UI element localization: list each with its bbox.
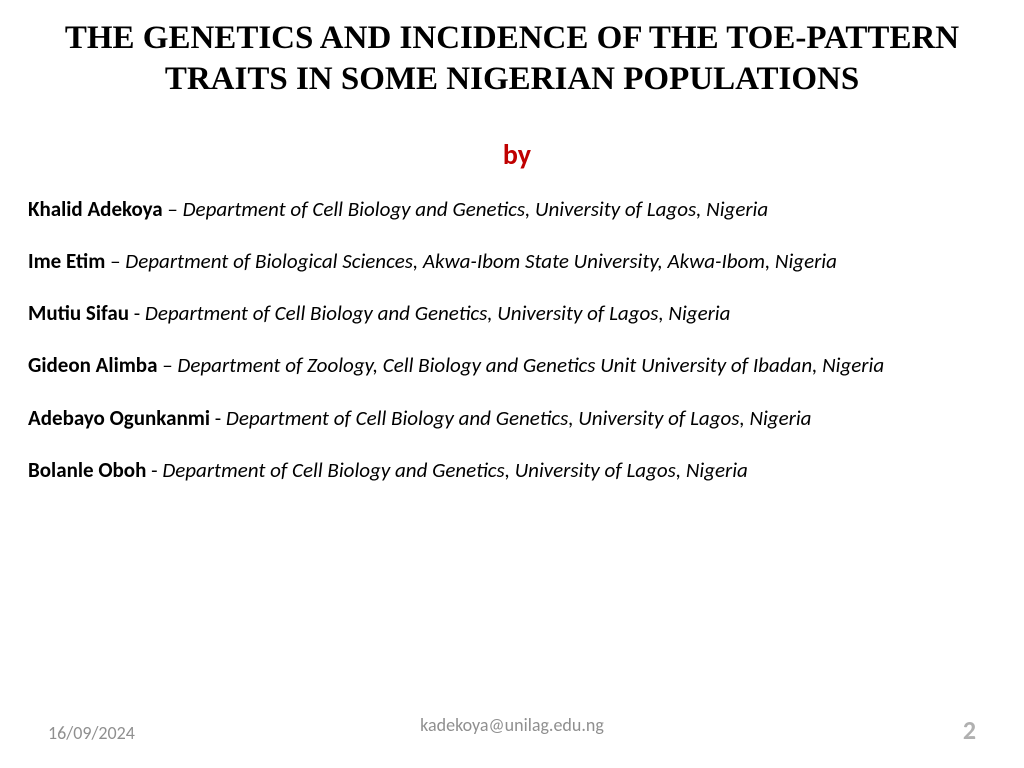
author-name: Mutiu Sifau [28,300,129,326]
author-affiliation: Department of Biological Sciences, Akwa-… [125,248,837,274]
footer-date: 16/09/2024 [48,722,135,744]
author-sep: - [210,405,226,431]
authors-list: Khalid Adekoya – Department of Cell Biol… [0,196,1024,484]
author-affiliation: Department of Cell Biology and Genetics,… [145,300,731,326]
author-sep: – [157,352,177,378]
author-entry: Khalid Adekoya – Department of Cell Biol… [28,196,996,222]
author-sep: - [146,457,162,483]
author-name: Adebayo Ogunkanmi [28,405,210,431]
author-entry: Mutiu Sifau - Department of Cell Biology… [28,300,996,326]
author-name: Gideon Alimba [28,352,157,378]
author-sep: – [163,196,183,222]
author-name: Bolanle Oboh [28,457,146,483]
author-affiliation: Department of Zoology, Cell Biology and … [177,352,884,378]
byline-label: by [0,137,1024,172]
author-affiliation: Department of Cell Biology and Genetics,… [226,405,812,431]
author-entry: Bolanle Oboh - Department of Cell Biolog… [28,457,996,483]
author-name: Ime Etim [28,248,105,274]
author-affiliation: Department of Cell Biology and Genetics,… [183,196,769,222]
footer-email: kadekoya@unilag.edu.ng [420,714,604,736]
author-sep: - [129,300,145,326]
author-name: Khalid Adekoya [28,196,163,222]
author-entry: Adebayo Ogunkanmi - Department of Cell B… [28,405,996,431]
author-affiliation: Department of Cell Biology and Genetics,… [162,457,748,483]
author-entry: Gideon Alimba – Department of Zoology, C… [28,352,996,378]
footer-page-number: 2 [963,714,976,746]
author-entry: Ime Etim – Department of Biological Scie… [28,248,996,274]
slide-footer: 16/09/2024 kadekoya@unilag.edu.ng 2 [0,714,1024,746]
author-sep: – [105,248,125,274]
slide-title: THE GENETICS AND INCIDENCE OF THE TOE-PA… [0,0,1024,101]
